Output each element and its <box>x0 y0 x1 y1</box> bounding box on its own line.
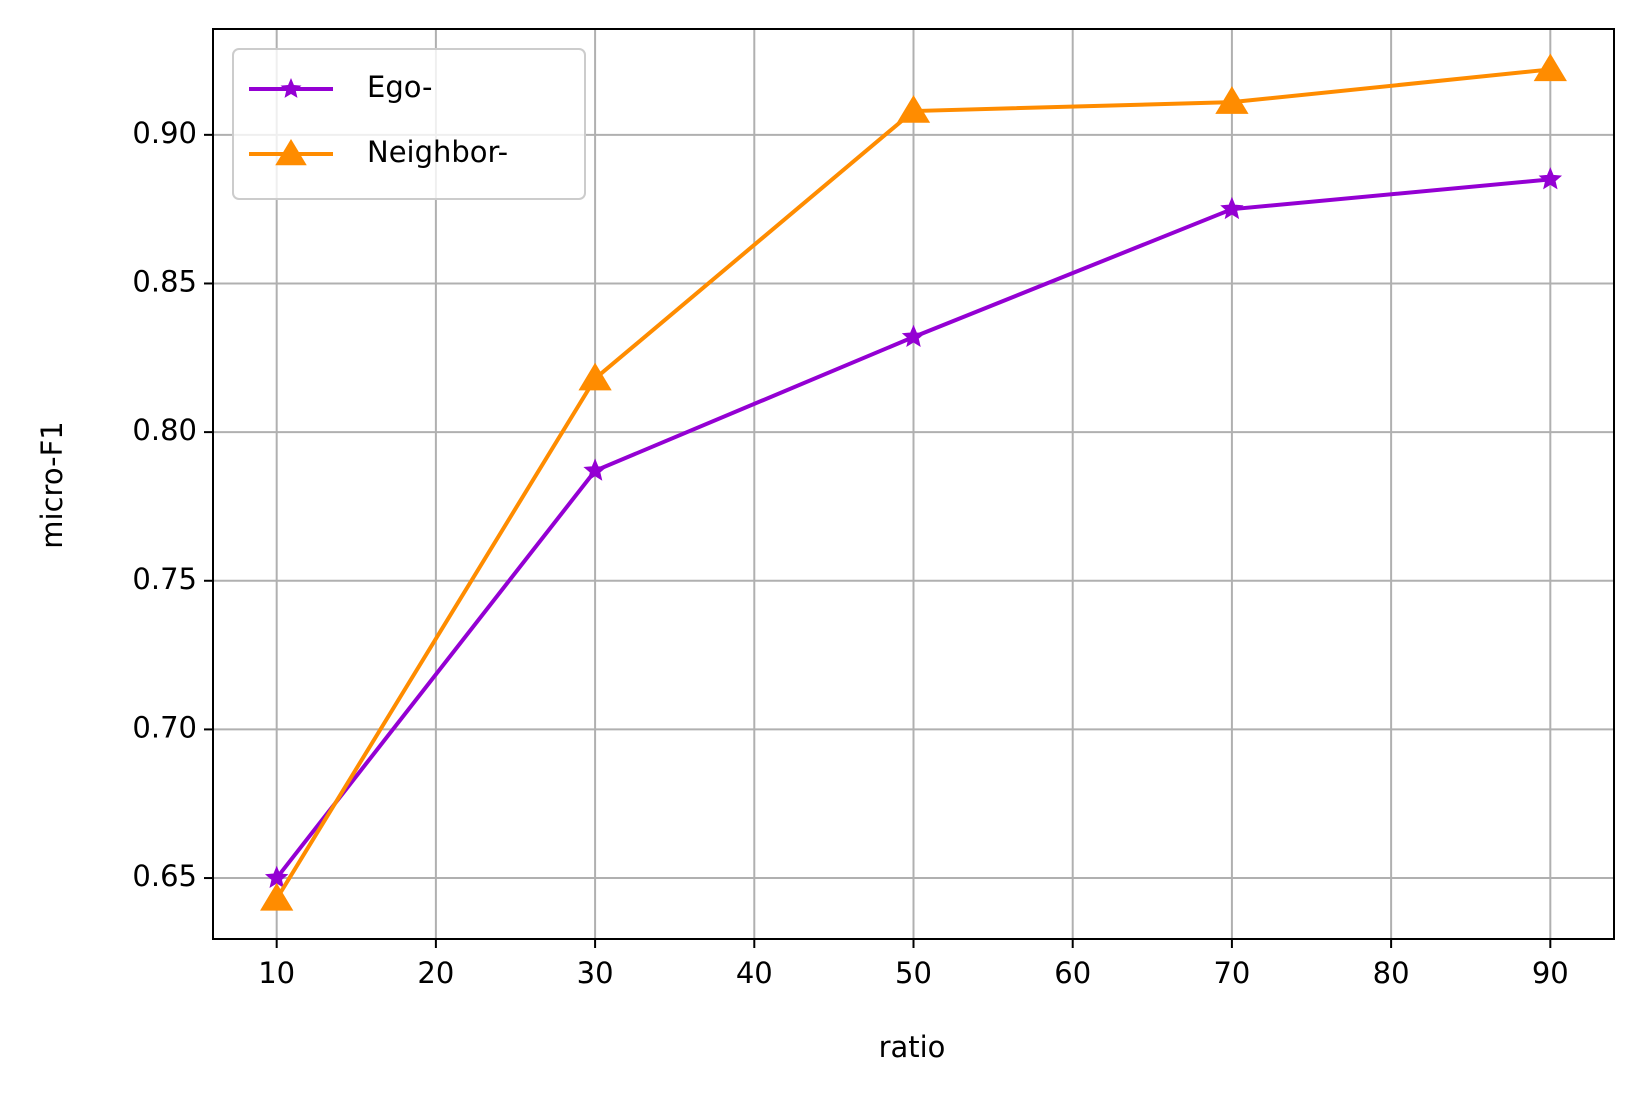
data-point <box>901 324 926 347</box>
y-tick-label: 0.80 <box>132 413 197 447</box>
legend-label: Ego- <box>367 70 432 104</box>
x-tick-label: 50 <box>895 956 932 990</box>
plot-frame <box>212 28 1615 940</box>
y-tick-label: 0.70 <box>132 710 197 744</box>
y-tick-label: 0.75 <box>132 562 197 596</box>
x-tick-label: 40 <box>736 956 773 990</box>
legend: Ego- Neighbor- <box>232 48 586 200</box>
y-tick-label: 0.90 <box>132 116 197 150</box>
x-tick-label: 20 <box>417 956 454 990</box>
legend-label: Neighbor- <box>367 135 508 169</box>
data-point <box>260 882 294 911</box>
x-tick-label: 70 <box>1213 956 1250 990</box>
x-axis-label: ratio <box>879 1030 946 1064</box>
x-tick-label: 10 <box>258 956 295 990</box>
x-tick-label: 30 <box>577 956 614 990</box>
y-axis-label: micro-F1 <box>35 421 69 548</box>
data-point <box>1215 86 1249 114</box>
x-tick-label: 90 <box>1532 956 1569 990</box>
legend-marker <box>275 139 307 166</box>
x-tick-label: 80 <box>1373 956 1410 990</box>
legend-box <box>232 48 586 200</box>
x-tick-label: 60 <box>1054 956 1091 990</box>
data-point <box>1220 196 1244 220</box>
data-point <box>578 362 612 391</box>
data-point <box>1533 53 1567 82</box>
y-tick-label: 0.85 <box>132 264 197 298</box>
y-tick-label: 0.65 <box>132 859 197 893</box>
legend-marker <box>280 78 302 98</box>
data-point <box>1538 167 1563 190</box>
data-point <box>583 458 607 481</box>
data-point <box>896 95 931 123</box>
